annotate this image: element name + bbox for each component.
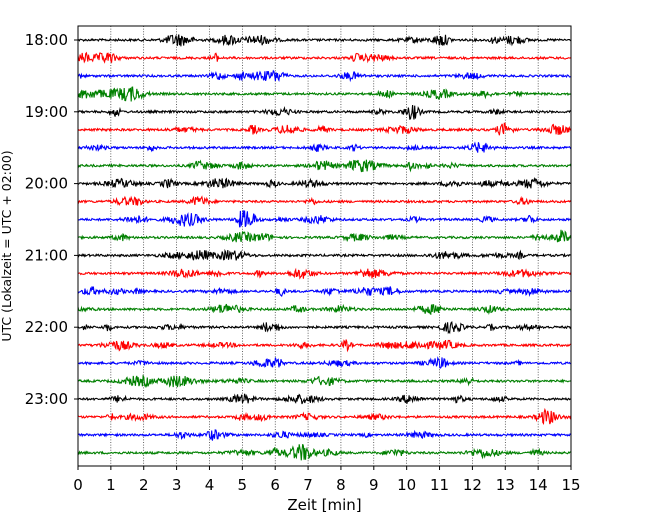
x-tick-label: 15: [561, 476, 580, 494]
seismic-traces: [77, 34, 572, 461]
x-tick-label: 8: [336, 476, 346, 494]
trace-1915: [77, 122, 572, 136]
trace-1800: [77, 34, 572, 47]
x-axis: 0 1 2 3 4 5 6 7 8 9 10 11 12 13 14 15: [73, 466, 581, 494]
trace-2330: [77, 429, 571, 441]
y-tick-label: 19:00: [25, 103, 68, 121]
y-axis-label: UTC (Lokalzeit = UTC + 02:00): [0, 150, 14, 341]
y-tick-label: 23:00: [25, 390, 68, 408]
x-tick-label: 6: [270, 476, 280, 494]
trace-2130: [77, 286, 571, 297]
x-tick-label: 14: [529, 476, 548, 494]
x-tick-label: 12: [463, 476, 482, 494]
plot-frame: [77, 25, 572, 467]
vertical-grid: [110, 26, 539, 466]
trace-2100: [77, 248, 571, 261]
trace-2345: [77, 443, 571, 461]
trace-1900: [77, 105, 572, 120]
trace-2000: [77, 176, 571, 189]
trace-1930: [77, 141, 572, 153]
x-tick-label: 5: [238, 476, 248, 494]
trace-2315: [77, 407, 572, 425]
trace-2115: [77, 267, 572, 280]
trace-1830: [77, 69, 571, 83]
trace-2215: [77, 339, 571, 353]
trace-1815: [77, 51, 572, 64]
trace-2015: [77, 195, 572, 207]
trace-2200: [77, 320, 572, 335]
y-axis: 18:00 19:00 20:00 21:00 22:00 23:00: [25, 31, 78, 408]
x-tick-label: 3: [172, 476, 182, 494]
trace-1945: [77, 159, 572, 173]
x-tick-label: 10: [397, 476, 416, 494]
trace-2230: [77, 356, 572, 369]
trace-2245: [77, 374, 572, 388]
x-tick-label: 0: [73, 476, 83, 494]
trace-2030: [77, 210, 572, 228]
y-tick-label: 22:00: [25, 318, 68, 336]
x-axis-label: Zeit [min]: [287, 496, 361, 514]
x-tick-label: 4: [205, 476, 215, 494]
x-tick-label: 2: [139, 476, 149, 494]
x-tick-label: 11: [430, 476, 449, 494]
x-tick-label: 7: [303, 476, 313, 494]
x-tick-label: 9: [369, 476, 379, 494]
trace-2145: [77, 303, 572, 316]
x-tick-label: 13: [496, 476, 515, 494]
trace-2045: [77, 229, 572, 243]
y-tick-label: 18:00: [25, 31, 68, 49]
x-tick-label: 1: [106, 476, 116, 494]
y-tick-label: 21:00: [25, 246, 68, 264]
trace-2300: [77, 393, 571, 405]
trace-1845: [77, 86, 572, 102]
y-tick-label: 20:00: [25, 175, 68, 193]
